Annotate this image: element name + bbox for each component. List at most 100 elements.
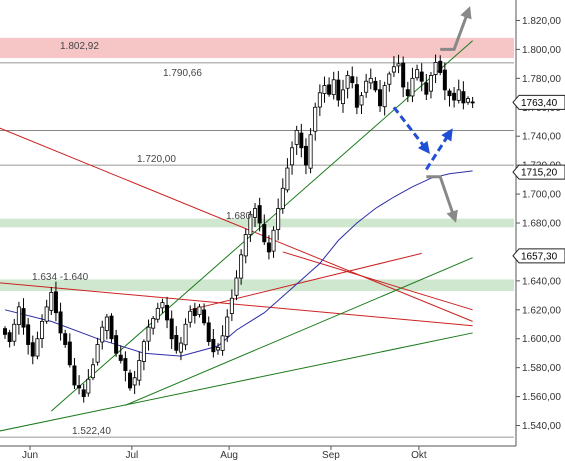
candle — [90, 358, 95, 381]
candle — [81, 383, 86, 403]
candle — [35, 331, 40, 360]
time-tick-label: Jul — [125, 450, 138, 461]
price-box-label: 1763,40 — [521, 98, 558, 109]
trendline — [0, 332, 473, 432]
candle-body-up — [220, 335, 225, 351]
candle-body-down — [206, 322, 211, 343]
price-tick-label: 1.560,00 — [522, 392, 561, 403]
candle-body-down — [30, 342, 35, 357]
candle — [373, 77, 378, 93]
candle — [262, 214, 267, 245]
candle-body-down — [299, 132, 304, 149]
candle-body-down — [7, 332, 12, 343]
forecast-arrows-layer — [392, 6, 472, 223]
zone-band — [0, 218, 514, 228]
candle-body-down — [169, 318, 174, 340]
candle-body-up — [90, 364, 95, 379]
candle — [178, 336, 183, 361]
candle-body-down — [262, 224, 267, 243]
candle-body-up — [465, 98, 470, 103]
candle-body-up — [359, 95, 364, 106]
candle-body-up — [364, 80, 369, 93]
candle — [290, 141, 295, 175]
horizontal-level-lines — [0, 62, 514, 438]
price-tick-label: 1.680,00 — [522, 219, 561, 230]
candle — [63, 329, 68, 348]
candle — [30, 335, 35, 365]
candle — [299, 123, 304, 158]
candle — [433, 54, 438, 84]
level-label: 1.522,40 — [72, 426, 111, 437]
candle-body-down — [109, 315, 114, 340]
candle — [378, 79, 383, 112]
candle — [220, 325, 225, 356]
candle-body-down — [419, 71, 424, 82]
candle — [285, 158, 290, 193]
candle — [234, 270, 239, 301]
candle-body-down — [192, 308, 197, 316]
candle-body-up — [146, 326, 151, 342]
candle-body-up — [100, 326, 105, 343]
zone-band — [0, 279, 514, 291]
candle — [202, 303, 207, 326]
candle — [294, 125, 299, 155]
candle — [327, 77, 332, 97]
candle-body-up — [234, 277, 239, 296]
candle — [53, 281, 58, 322]
candle-body-down — [211, 338, 216, 353]
candle-body-up — [40, 320, 45, 339]
candle — [197, 303, 202, 318]
candle — [257, 197, 262, 232]
candle — [114, 329, 119, 357]
candle — [141, 339, 146, 371]
candle-body-up — [285, 167, 290, 191]
price-tick-label: 1.820,00 — [522, 16, 561, 27]
candle — [188, 305, 193, 328]
candle — [77, 375, 82, 395]
candle — [461, 81, 466, 110]
candle — [239, 249, 244, 285]
moving-average-line — [4, 170, 473, 357]
candle — [183, 318, 188, 351]
candle-body-down — [165, 304, 170, 321]
candle — [169, 310, 174, 349]
candle-body-down — [3, 328, 8, 335]
candle — [303, 138, 308, 175]
candle-body-up — [387, 73, 392, 85]
candle-body-up — [239, 254, 244, 279]
candle-body-down — [202, 309, 207, 324]
level-label: 1.680 — [226, 211, 251, 222]
candle — [456, 79, 461, 104]
trendline — [282, 251, 473, 311]
candle — [276, 198, 281, 241]
candle-body-up — [276, 208, 281, 230]
trendline — [50, 40, 473, 412]
candle-body-down — [470, 101, 475, 104]
candle — [345, 70, 350, 99]
candle-body-up — [178, 342, 183, 353]
candle — [401, 56, 406, 98]
price-tick-label: 1.580,00 — [522, 363, 561, 374]
candle — [465, 96, 470, 105]
candle — [206, 316, 211, 346]
price-axis: 1.540,00 1.560,00 1.580,00 1.600,00 1.620,00… — [515, 0, 565, 461]
candle — [354, 76, 359, 115]
trendline — [125, 257, 473, 406]
candle-body-down — [53, 291, 58, 314]
candle-body-up — [104, 316, 109, 331]
candle-body-down — [81, 389, 86, 397]
candle — [229, 289, 234, 321]
trendlines — [0, 40, 473, 432]
zone-band — [0, 37, 514, 59]
price-box: 1715,20 — [512, 164, 565, 180]
price-tick-label: 1.740,00 — [522, 132, 561, 143]
price-box-frame — [512, 248, 565, 264]
candle — [447, 88, 452, 107]
candle — [410, 67, 415, 103]
price-box-label: 1657,30 — [521, 251, 558, 262]
candle-body-up — [86, 378, 91, 394]
candle — [387, 71, 392, 92]
candle-body-up — [12, 323, 17, 342]
time-tick-label: Sep — [322, 450, 340, 461]
candle-body-down — [67, 341, 72, 366]
